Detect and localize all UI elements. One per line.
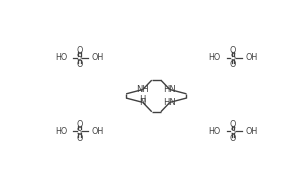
Text: S: S [77,53,82,62]
Text: HO: HO [55,53,67,62]
Text: O: O [230,60,236,69]
Text: OH: OH [92,127,104,135]
Text: S: S [231,127,236,135]
Text: HN: HN [163,85,176,94]
Text: OH: OH [246,53,258,62]
Text: HO: HO [55,127,67,135]
Text: O: O [230,46,236,55]
Text: NH: NH [136,85,149,94]
Text: S: S [231,53,236,62]
Text: HO: HO [209,127,221,135]
Text: HN: HN [163,98,176,107]
Text: OH: OH [246,127,258,135]
Text: HO: HO [209,53,221,62]
Text: S: S [77,127,82,135]
Text: O: O [76,120,83,129]
Text: O: O [76,134,83,142]
Text: O: O [230,120,236,129]
Text: O: O [76,46,83,55]
Text: OH: OH [92,53,104,62]
Text: O: O [76,60,83,69]
Text: O: O [230,134,236,142]
Text: H: H [140,95,146,104]
Text: N: N [140,98,146,107]
